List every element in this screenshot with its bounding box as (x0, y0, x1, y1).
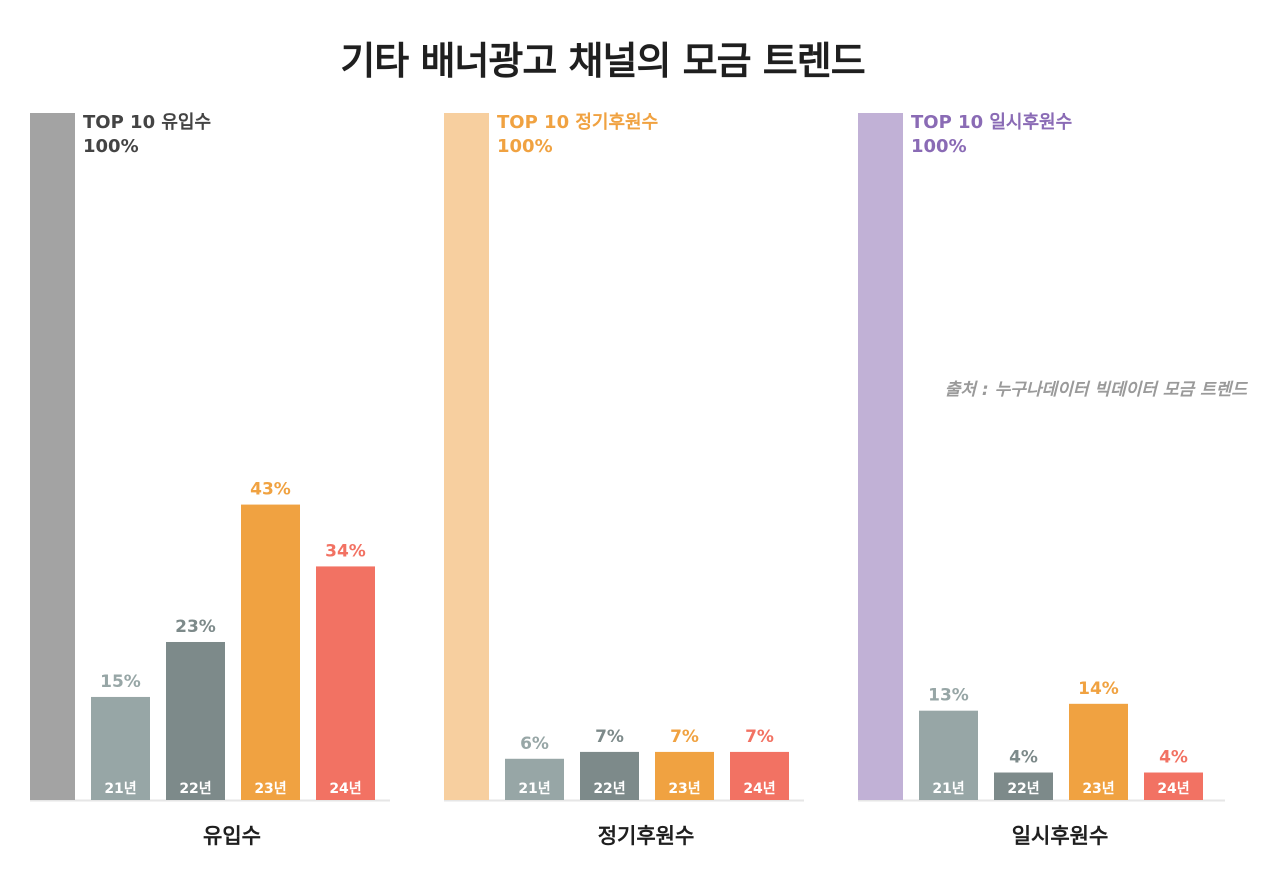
value-label-1-3: 43% (250, 480, 291, 500)
year-label-3-4: 24년 (1157, 781, 1189, 797)
year-label-1-1: 21년 (104, 781, 136, 797)
bar-3-22년 (994, 772, 1053, 800)
reference-label-2: TOP 10 정기후원수 (497, 112, 658, 133)
reference-bar-2 (444, 113, 489, 800)
value-label-3-3: 14% (1078, 679, 1119, 699)
reference-bars (30, 113, 903, 800)
bar-2-24년 (730, 751, 789, 800)
bar-3-23년 (1069, 703, 1128, 800)
year-bars (91, 504, 1203, 800)
bar-2-22년 (580, 751, 639, 800)
year-label-2-1: 21년 (518, 781, 550, 797)
value-label-2-3: 7% (670, 727, 699, 747)
group-label-2: 정기후원수 (598, 824, 695, 848)
value-label-1-4: 34% (325, 541, 366, 561)
year-label-1-2: 22년 (179, 781, 211, 797)
bar-3-24년 (1144, 772, 1203, 800)
group-label-3: 일시후원수 (1012, 824, 1109, 848)
bar-2-23년 (655, 751, 714, 800)
bar-2-21년 (505, 758, 564, 800)
year-label-2-2: 22년 (593, 781, 625, 797)
reference-value-label-1: 100% (83, 136, 139, 157)
value-label-3-2: 4% (1009, 748, 1038, 768)
source-note: 출처 : 누구나데이터 빅데이터 모금 트렌드 (945, 380, 1249, 400)
reference-value-label-3: 100% (911, 136, 967, 157)
bar-3-21년 (919, 710, 978, 800)
chart-title: 기타 배너광고 채널의 모금 트렌드 (340, 39, 865, 83)
value-label-1-2: 23% (175, 617, 216, 637)
bar-1-23년 (241, 504, 300, 800)
year-label-3-2: 22년 (1007, 781, 1039, 797)
bar-1-22년 (166, 641, 225, 800)
reference-bar-1 (30, 113, 75, 800)
value-label-3-1: 13% (928, 686, 969, 706)
value-label-2-2: 7% (595, 727, 624, 747)
bar-1-24년 (316, 566, 375, 800)
year-label-2-4: 24년 (743, 781, 775, 797)
value-label-3-4: 4% (1159, 748, 1188, 768)
reference-value-label-2: 100% (497, 136, 553, 157)
year-label-2-3: 23년 (668, 781, 700, 797)
reference-label-1: TOP 10 유입수 (83, 111, 211, 133)
reference-label-3: TOP 10 일시후원수 (911, 112, 1072, 133)
labels: TOP 10 유입수 100% 15% 21년 23% 22년 43% 23년 34% 24년유입… (83, 111, 1190, 848)
year-label-1-4: 24년 (329, 781, 361, 797)
value-label-2-4: 7% (745, 727, 774, 747)
year-label-3-1: 21년 (932, 781, 964, 797)
year-label-3-3: 23년 (1082, 781, 1114, 797)
value-label-2-1: 6% (520, 734, 549, 754)
year-label-1-3: 23년 (254, 781, 286, 797)
value-label-1-1: 15% (100, 672, 141, 692)
group-label-1: 유입수 (203, 824, 261, 848)
bar-1-21년 (91, 696, 150, 800)
reference-bar-3 (858, 113, 903, 800)
